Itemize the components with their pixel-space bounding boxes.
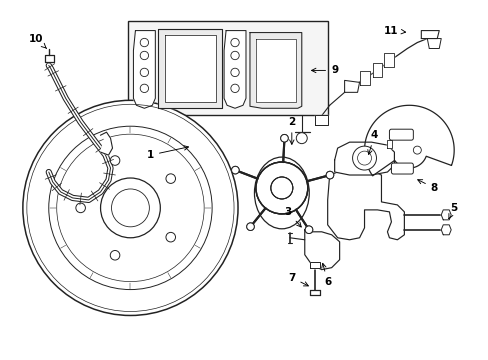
Text: 4: 4 xyxy=(367,130,377,154)
Text: 7: 7 xyxy=(287,273,308,286)
Polygon shape xyxy=(386,140,392,148)
Text: 2: 2 xyxy=(287,117,295,144)
Text: 8: 8 xyxy=(417,180,437,193)
Polygon shape xyxy=(309,262,319,268)
Circle shape xyxy=(76,203,85,213)
Circle shape xyxy=(140,51,148,60)
Polygon shape xyxy=(314,115,327,125)
FancyBboxPatch shape xyxy=(390,163,412,174)
Polygon shape xyxy=(427,39,440,49)
Polygon shape xyxy=(133,31,155,108)
Circle shape xyxy=(140,68,148,77)
Polygon shape xyxy=(359,71,369,85)
Circle shape xyxy=(230,39,239,47)
Circle shape xyxy=(255,162,307,214)
Polygon shape xyxy=(327,170,404,240)
Circle shape xyxy=(352,146,376,170)
Polygon shape xyxy=(165,35,216,102)
Polygon shape xyxy=(101,132,112,155)
Circle shape xyxy=(110,251,120,260)
Circle shape xyxy=(165,233,175,242)
Circle shape xyxy=(110,156,120,165)
Circle shape xyxy=(325,171,333,179)
Circle shape xyxy=(230,68,239,77)
Polygon shape xyxy=(384,54,394,67)
Polygon shape xyxy=(45,55,54,62)
Text: 3: 3 xyxy=(284,207,301,227)
Circle shape xyxy=(270,177,292,199)
Text: 9: 9 xyxy=(311,66,338,76)
Text: 5: 5 xyxy=(448,203,457,219)
Circle shape xyxy=(246,223,254,230)
Ellipse shape xyxy=(254,157,308,229)
Polygon shape xyxy=(249,32,301,108)
Circle shape xyxy=(325,171,333,179)
Circle shape xyxy=(412,146,421,154)
Polygon shape xyxy=(304,230,339,270)
Circle shape xyxy=(270,177,292,199)
Polygon shape xyxy=(372,63,382,77)
Circle shape xyxy=(230,51,239,60)
Circle shape xyxy=(280,134,287,142)
Circle shape xyxy=(246,223,254,230)
Circle shape xyxy=(165,174,175,183)
Circle shape xyxy=(140,84,148,93)
Circle shape xyxy=(230,84,239,93)
Circle shape xyxy=(101,178,160,238)
Polygon shape xyxy=(440,210,450,220)
Circle shape xyxy=(231,166,239,174)
Text: 11: 11 xyxy=(384,26,405,36)
Polygon shape xyxy=(158,28,222,108)
Circle shape xyxy=(140,39,148,47)
Polygon shape xyxy=(334,142,394,175)
Bar xyxy=(128,21,327,115)
Circle shape xyxy=(305,226,312,234)
Circle shape xyxy=(280,134,287,142)
Polygon shape xyxy=(364,105,453,176)
Polygon shape xyxy=(255,39,295,102)
Circle shape xyxy=(305,226,312,234)
Text: 10: 10 xyxy=(28,33,46,48)
Polygon shape xyxy=(421,31,438,39)
Polygon shape xyxy=(440,225,450,235)
Circle shape xyxy=(23,100,238,315)
Text: 6: 6 xyxy=(321,264,331,287)
Polygon shape xyxy=(224,31,245,108)
Text: 1: 1 xyxy=(146,146,188,160)
Circle shape xyxy=(255,162,307,214)
Polygon shape xyxy=(344,80,359,92)
Circle shape xyxy=(296,133,306,144)
Circle shape xyxy=(231,166,239,174)
FancyBboxPatch shape xyxy=(388,129,412,140)
